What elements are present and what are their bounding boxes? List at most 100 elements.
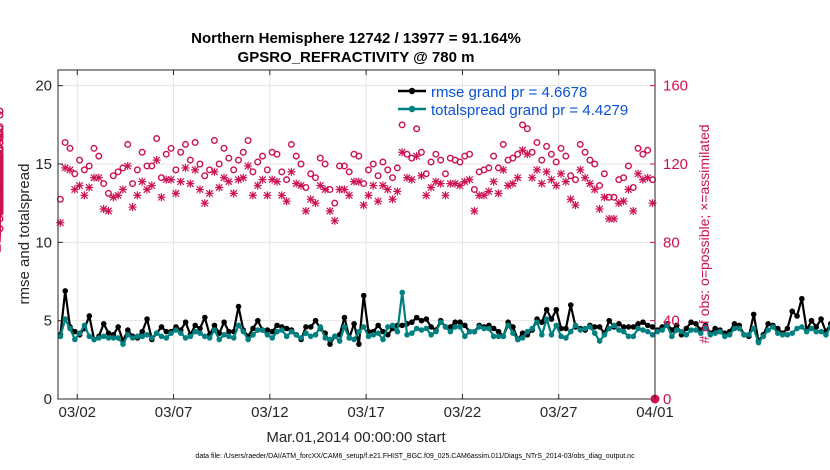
rmse-point bbox=[539, 319, 545, 326]
assimilated-point bbox=[528, 173, 537, 182]
possible-point bbox=[153, 135, 161, 143]
assimilated-point bbox=[186, 179, 195, 188]
rmse-point bbox=[413, 314, 420, 321]
spread-point bbox=[683, 331, 690, 338]
rmse-point bbox=[255, 317, 261, 324]
possible-point bbox=[0, 199, 4, 207]
rmse-point bbox=[794, 313, 800, 319]
rmse-point bbox=[100, 321, 107, 327]
possible-point bbox=[234, 156, 242, 164]
x-tick-label: 04/01 bbox=[636, 404, 674, 421]
spread-point bbox=[442, 324, 449, 330]
rmse-point bbox=[303, 324, 309, 330]
assimilated-point bbox=[345, 191, 354, 200]
assimilated-point bbox=[576, 165, 585, 174]
possible-point bbox=[273, 150, 281, 158]
spread-point bbox=[317, 324, 324, 330]
spread-point bbox=[611, 322, 617, 329]
assimilated-point bbox=[330, 216, 339, 225]
y-axis-left-label: rmse and totalspread bbox=[16, 164, 33, 305]
spread-point bbox=[327, 336, 333, 343]
spread-point bbox=[765, 327, 771, 333]
assimilated-point bbox=[138, 177, 147, 186]
x-tick-label: 03/27 bbox=[540, 404, 578, 421]
assimilated-point bbox=[277, 191, 286, 200]
spread-point bbox=[293, 331, 300, 338]
rmse-point bbox=[250, 325, 256, 332]
assimilated-point bbox=[436, 179, 445, 188]
rmse-point bbox=[327, 341, 333, 347]
assimilated-point bbox=[402, 173, 411, 182]
possible-point bbox=[311, 174, 319, 182]
x-tick-label: 03/12 bbox=[251, 404, 289, 421]
spread-point bbox=[693, 327, 699, 333]
spread-point bbox=[625, 333, 632, 340]
assimilated-point bbox=[422, 191, 431, 200]
possible-point bbox=[292, 152, 300, 160]
spread-point bbox=[62, 316, 69, 322]
spread-point bbox=[799, 324, 805, 330]
spread-point bbox=[644, 328, 651, 335]
spread-point bbox=[678, 328, 685, 335]
y-right-tick-label: 40 bbox=[663, 313, 680, 330]
possible-point bbox=[576, 140, 584, 148]
rmse-point bbox=[221, 319, 227, 326]
spread-point bbox=[457, 324, 463, 330]
possible-point bbox=[143, 162, 151, 170]
x-tick-label: 03/07 bbox=[155, 404, 193, 421]
spread-point bbox=[746, 331, 752, 338]
possible-point bbox=[389, 174, 397, 182]
possible-point bbox=[340, 162, 348, 170]
rmse-point bbox=[423, 316, 430, 322]
spread-point bbox=[413, 325, 420, 332]
rmse-point bbox=[673, 322, 680, 329]
spread-point bbox=[534, 319, 540, 326]
possible-point bbox=[538, 156, 546, 164]
spread-point bbox=[312, 331, 319, 338]
spread-point bbox=[211, 327, 218, 333]
spread-point bbox=[654, 328, 661, 335]
assimilated-point bbox=[171, 189, 180, 198]
assimilated-point bbox=[133, 191, 142, 200]
spread-point bbox=[490, 333, 497, 340]
possible-point bbox=[437, 156, 445, 164]
assimilated-point bbox=[85, 183, 94, 192]
assimilated-point bbox=[619, 197, 628, 206]
spread-point bbox=[697, 330, 704, 337]
assimilated-point bbox=[167, 175, 176, 184]
spread-point bbox=[149, 335, 155, 341]
spread-point bbox=[423, 325, 430, 332]
possible-point bbox=[321, 160, 329, 168]
possible-point bbox=[408, 154, 416, 162]
spread-point bbox=[269, 335, 276, 341]
assimilated-point bbox=[282, 197, 291, 206]
possible-point bbox=[0, 152, 4, 160]
rmse-point bbox=[750, 311, 757, 318]
assimilated-point bbox=[316, 181, 325, 190]
assimilated-point bbox=[200, 199, 209, 208]
spread-point bbox=[173, 327, 179, 333]
rmse-point bbox=[813, 324, 820, 330]
spread-point bbox=[399, 289, 406, 296]
possible-point bbox=[519, 121, 527, 129]
spread-point bbox=[688, 327, 694, 333]
assimilated-point bbox=[571, 201, 580, 210]
spread-point bbox=[115, 335, 121, 341]
possible-point bbox=[581, 148, 589, 156]
spread-point bbox=[659, 327, 666, 333]
possible-point bbox=[364, 166, 372, 174]
y-axis-right: 0 40 80 120 160 bbox=[650, 78, 688, 408]
possible-point bbox=[249, 168, 257, 176]
possible-point bbox=[225, 154, 233, 162]
rmse-point bbox=[688, 319, 694, 326]
spread-point bbox=[259, 327, 266, 333]
spread-point bbox=[616, 327, 622, 333]
possible-point bbox=[61, 138, 69, 146]
spread-point bbox=[717, 328, 723, 335]
possible-point bbox=[644, 146, 652, 154]
rmse-point bbox=[418, 317, 425, 324]
possible-point bbox=[562, 152, 570, 160]
y-left-tick-label: 15 bbox=[35, 156, 52, 173]
possible-point bbox=[552, 158, 560, 166]
spread-point bbox=[120, 341, 126, 347]
